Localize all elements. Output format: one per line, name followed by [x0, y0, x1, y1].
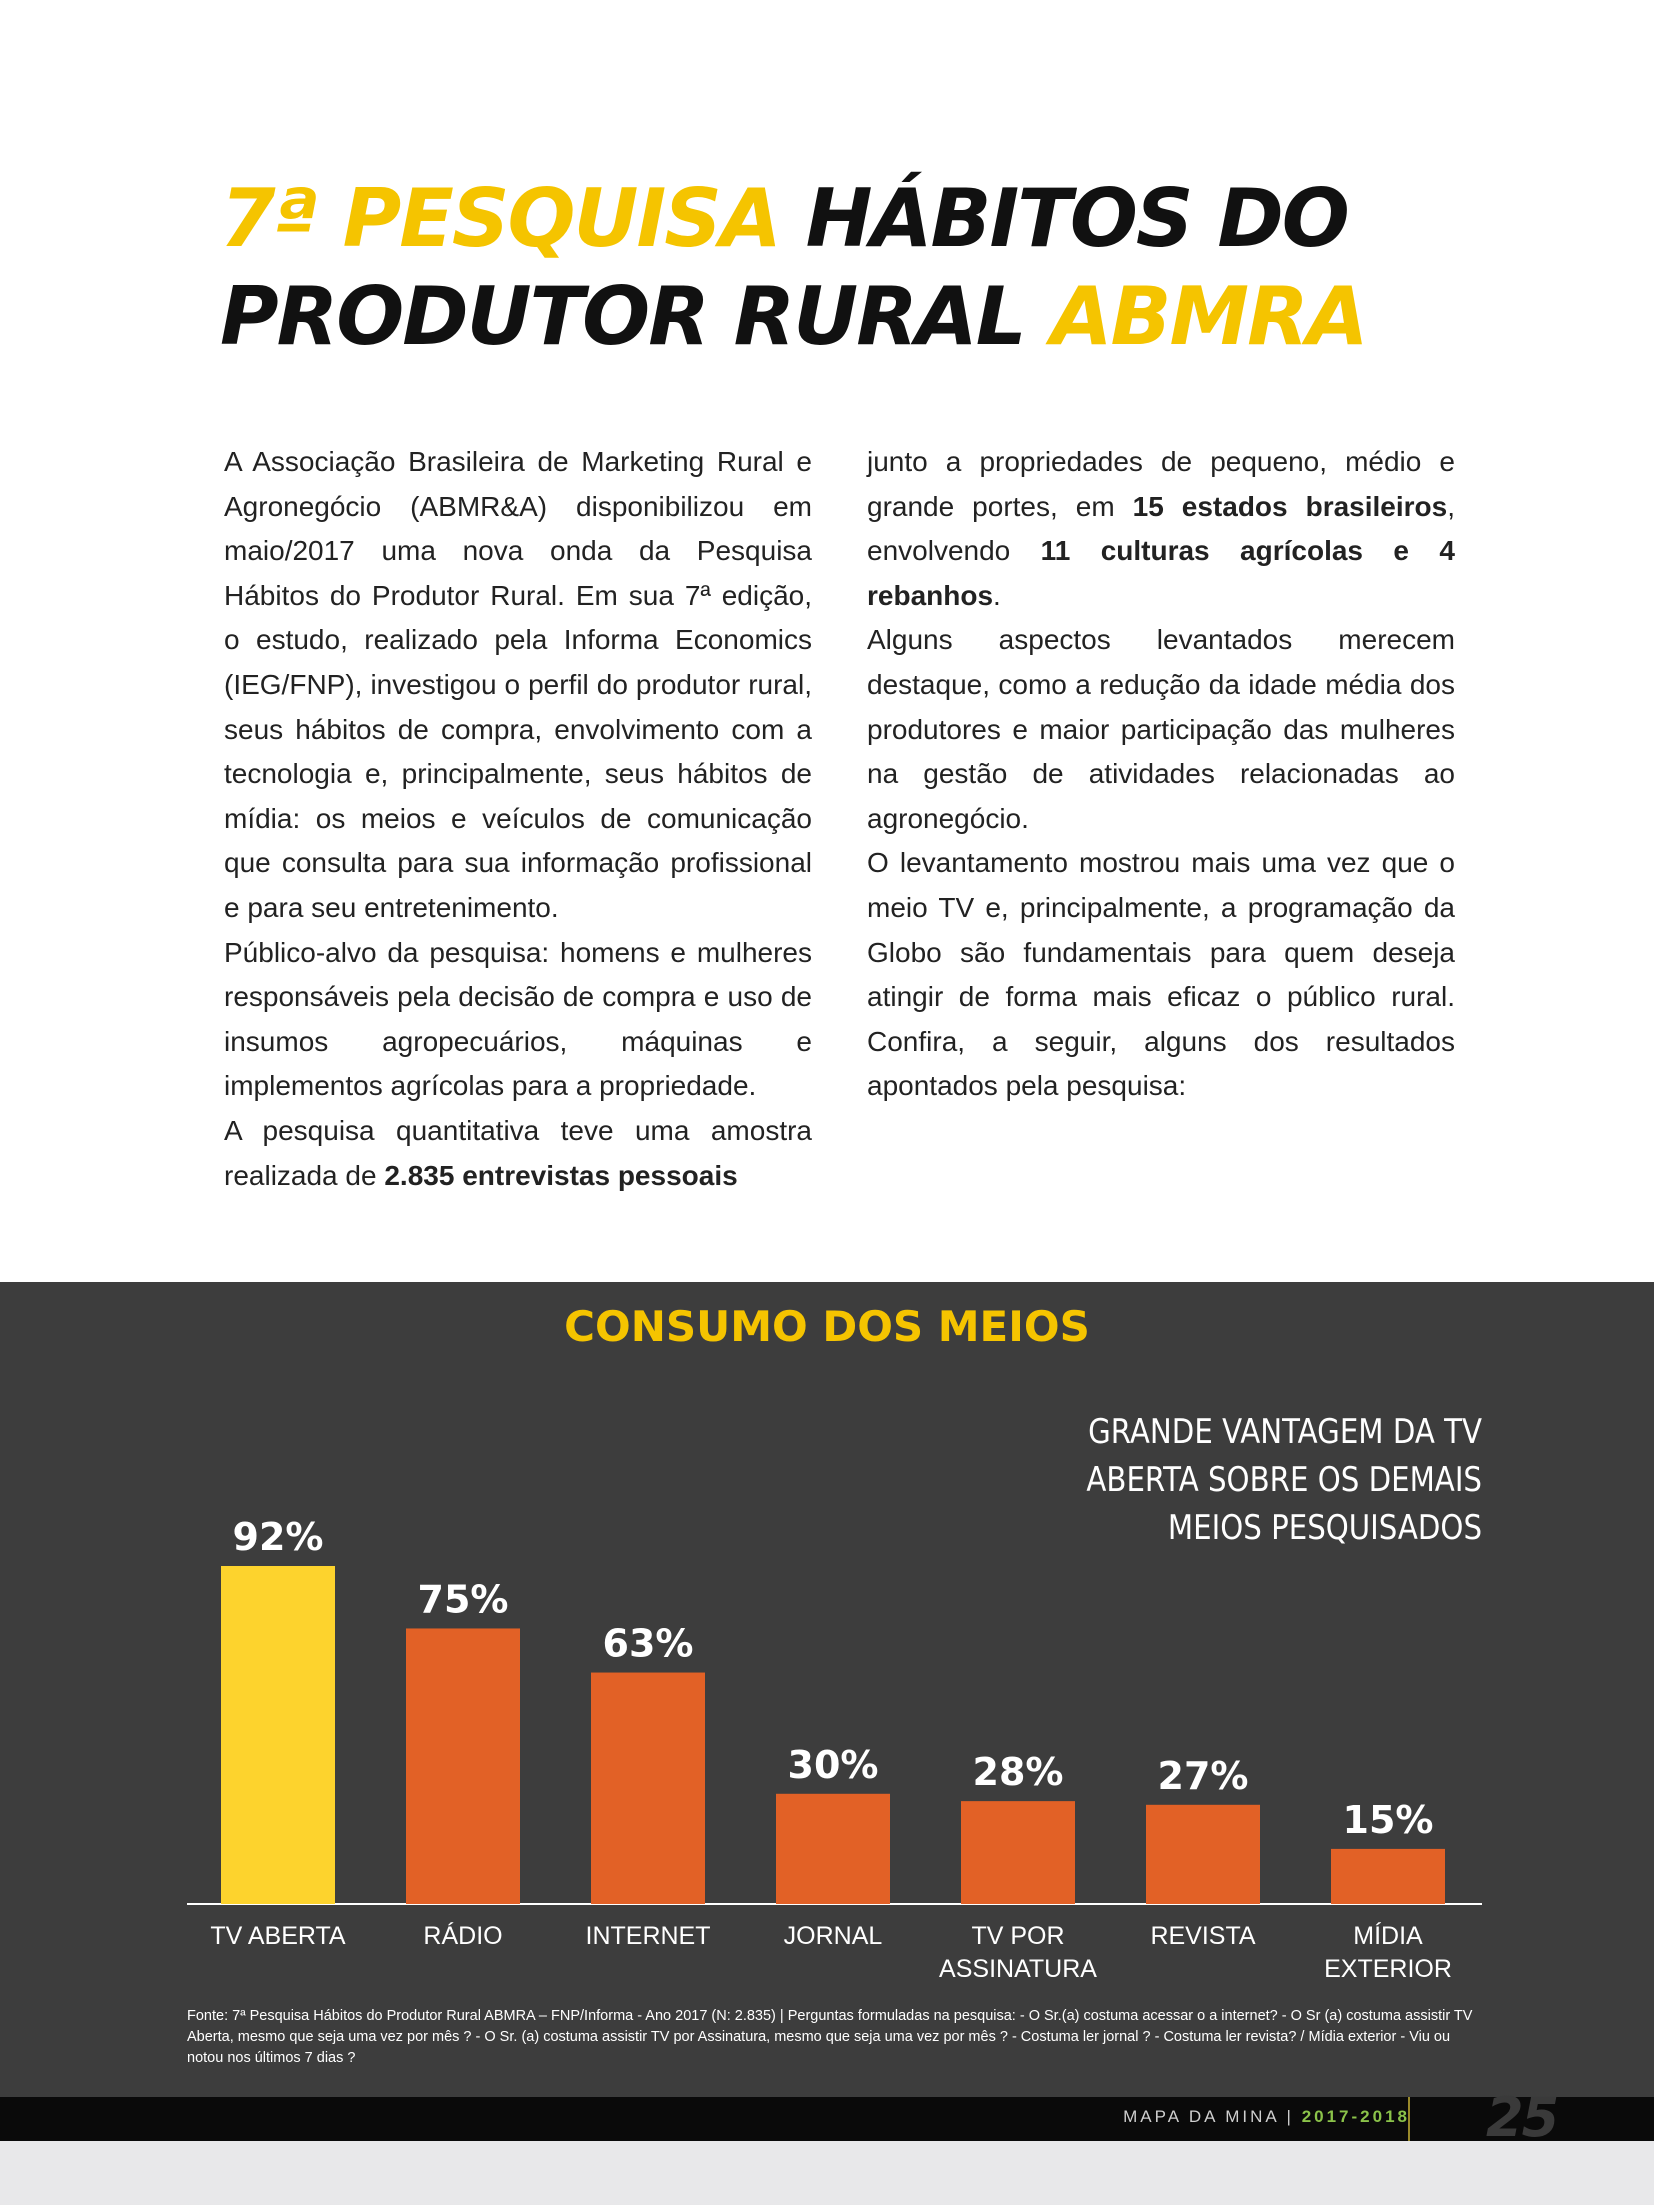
title-text: PRODUTOR RURAL — [220, 270, 1027, 363]
bar — [776, 1793, 890, 1904]
category-label: INTERNET — [586, 1922, 711, 1950]
bar-value-label: 27% — [1158, 1754, 1249, 1798]
title-text: HÁBITOS DO — [805, 172, 1350, 265]
bar-value-label: 30% — [788, 1743, 879, 1787]
category-label: TV POR — [971, 1922, 1064, 1950]
page-bottom-margin — [0, 2141, 1654, 2205]
paragraph-text: , envolvendo — [867, 490, 1456, 567]
chart-title: CONSUMO DOS MEIOS — [564, 1302, 1090, 1351]
footer-separator: | — [1286, 2107, 1294, 2126]
category-label: TV ABERTA — [210, 1922, 346, 1950]
bar — [961, 1801, 1075, 1904]
article-column-right: junto a propriedades de pequeno, médio e… — [867, 440, 1455, 1109]
category-label: EXTERIOR — [1324, 1955, 1452, 1983]
paragraph-bold: 15 estados brasileiros — [1132, 490, 1448, 522]
paragraph-bold: 2.835 entrevistas pessoais — [384, 1159, 738, 1191]
paragraph-bold: 11 culturas agrícolas e 4 rebanhos — [867, 535, 1455, 611]
category-label: MÍDIA — [1353, 1921, 1423, 1950]
paragraph-text: A pesquisa quantitativa teve uma amostra… — [224, 1114, 812, 1191]
bar-value-label: 15% — [1343, 1798, 1434, 1842]
footer-years: 2017-2018 — [1301, 2107, 1410, 2126]
paragraph: Público-alvo da pesquisa: homens e mulhe… — [224, 936, 812, 1102]
publication-name: MAPA DA MINA — [1123, 2107, 1279, 2126]
paragraph: Alguns aspectos levantados merecem desta… — [867, 624, 1455, 834]
chart-annotation: GRANDE VANTAGEM DA TV ABERTA SOBRE OS DE… — [1086, 1412, 1482, 1548]
paragraph-text: . — [993, 579, 1001, 611]
title-highlight: 7ª PESQUISA — [220, 172, 782, 265]
footer-divider — [1408, 2097, 1410, 2141]
category-label: REVISTA — [1150, 1922, 1255, 1950]
bar — [591, 1672, 705, 1904]
bar — [1331, 1848, 1445, 1904]
footer-publication: MAPA DA MINA | 2017-2018 — [1123, 2107, 1410, 2127]
title-highlight: ABMRA — [1050, 270, 1369, 363]
bar-chart: 92% TV ABERTA 75% RÁDIO 63% INTERNET 30% JORNAL… — [187, 1515, 1482, 1983]
bar — [1146, 1804, 1260, 1904]
bar — [406, 1628, 520, 1904]
source-note: Fonte: 7ª Pesquisa Hábitos do Produtor R… — [187, 2008, 1473, 2066]
bar-value-label: 28% — [973, 1750, 1064, 1794]
paragraph: O levantamento mostrou mais uma vez que … — [867, 847, 1455, 1102]
page-number: 25 — [1486, 2086, 1559, 2149]
paragraph: A Associação Brasileira de Marketing Rur… — [224, 446, 812, 923]
bar — [221, 1566, 335, 1904]
bar-value-label: 63% — [603, 1622, 694, 1666]
article-column-left: A Associação Brasileira de Marketing Rur… — [224, 440, 812, 1198]
page-title: 7ª PESQUISA HÁBITOS DO PRODUTOR RURAL AB… — [220, 170, 1369, 366]
paragraph-text: junto a propriedades de pequeno, médio e… — [867, 446, 1455, 522]
paragraph: A pesquisa quantitativa teve uma amostra… — [224, 1109, 812, 1198]
paragraph: junto a propriedades de pequeno, médio e… — [867, 440, 1455, 618]
category-label: ASSINATURA — [939, 1955, 1097, 1983]
bar-value-label: 92% — [233, 1515, 324, 1559]
footer-bar — [0, 2097, 1654, 2141]
category-label: RÁDIO — [423, 1921, 502, 1950]
bar-value-label: 75% — [418, 1577, 509, 1621]
category-label: JORNAL — [784, 1922, 883, 1950]
